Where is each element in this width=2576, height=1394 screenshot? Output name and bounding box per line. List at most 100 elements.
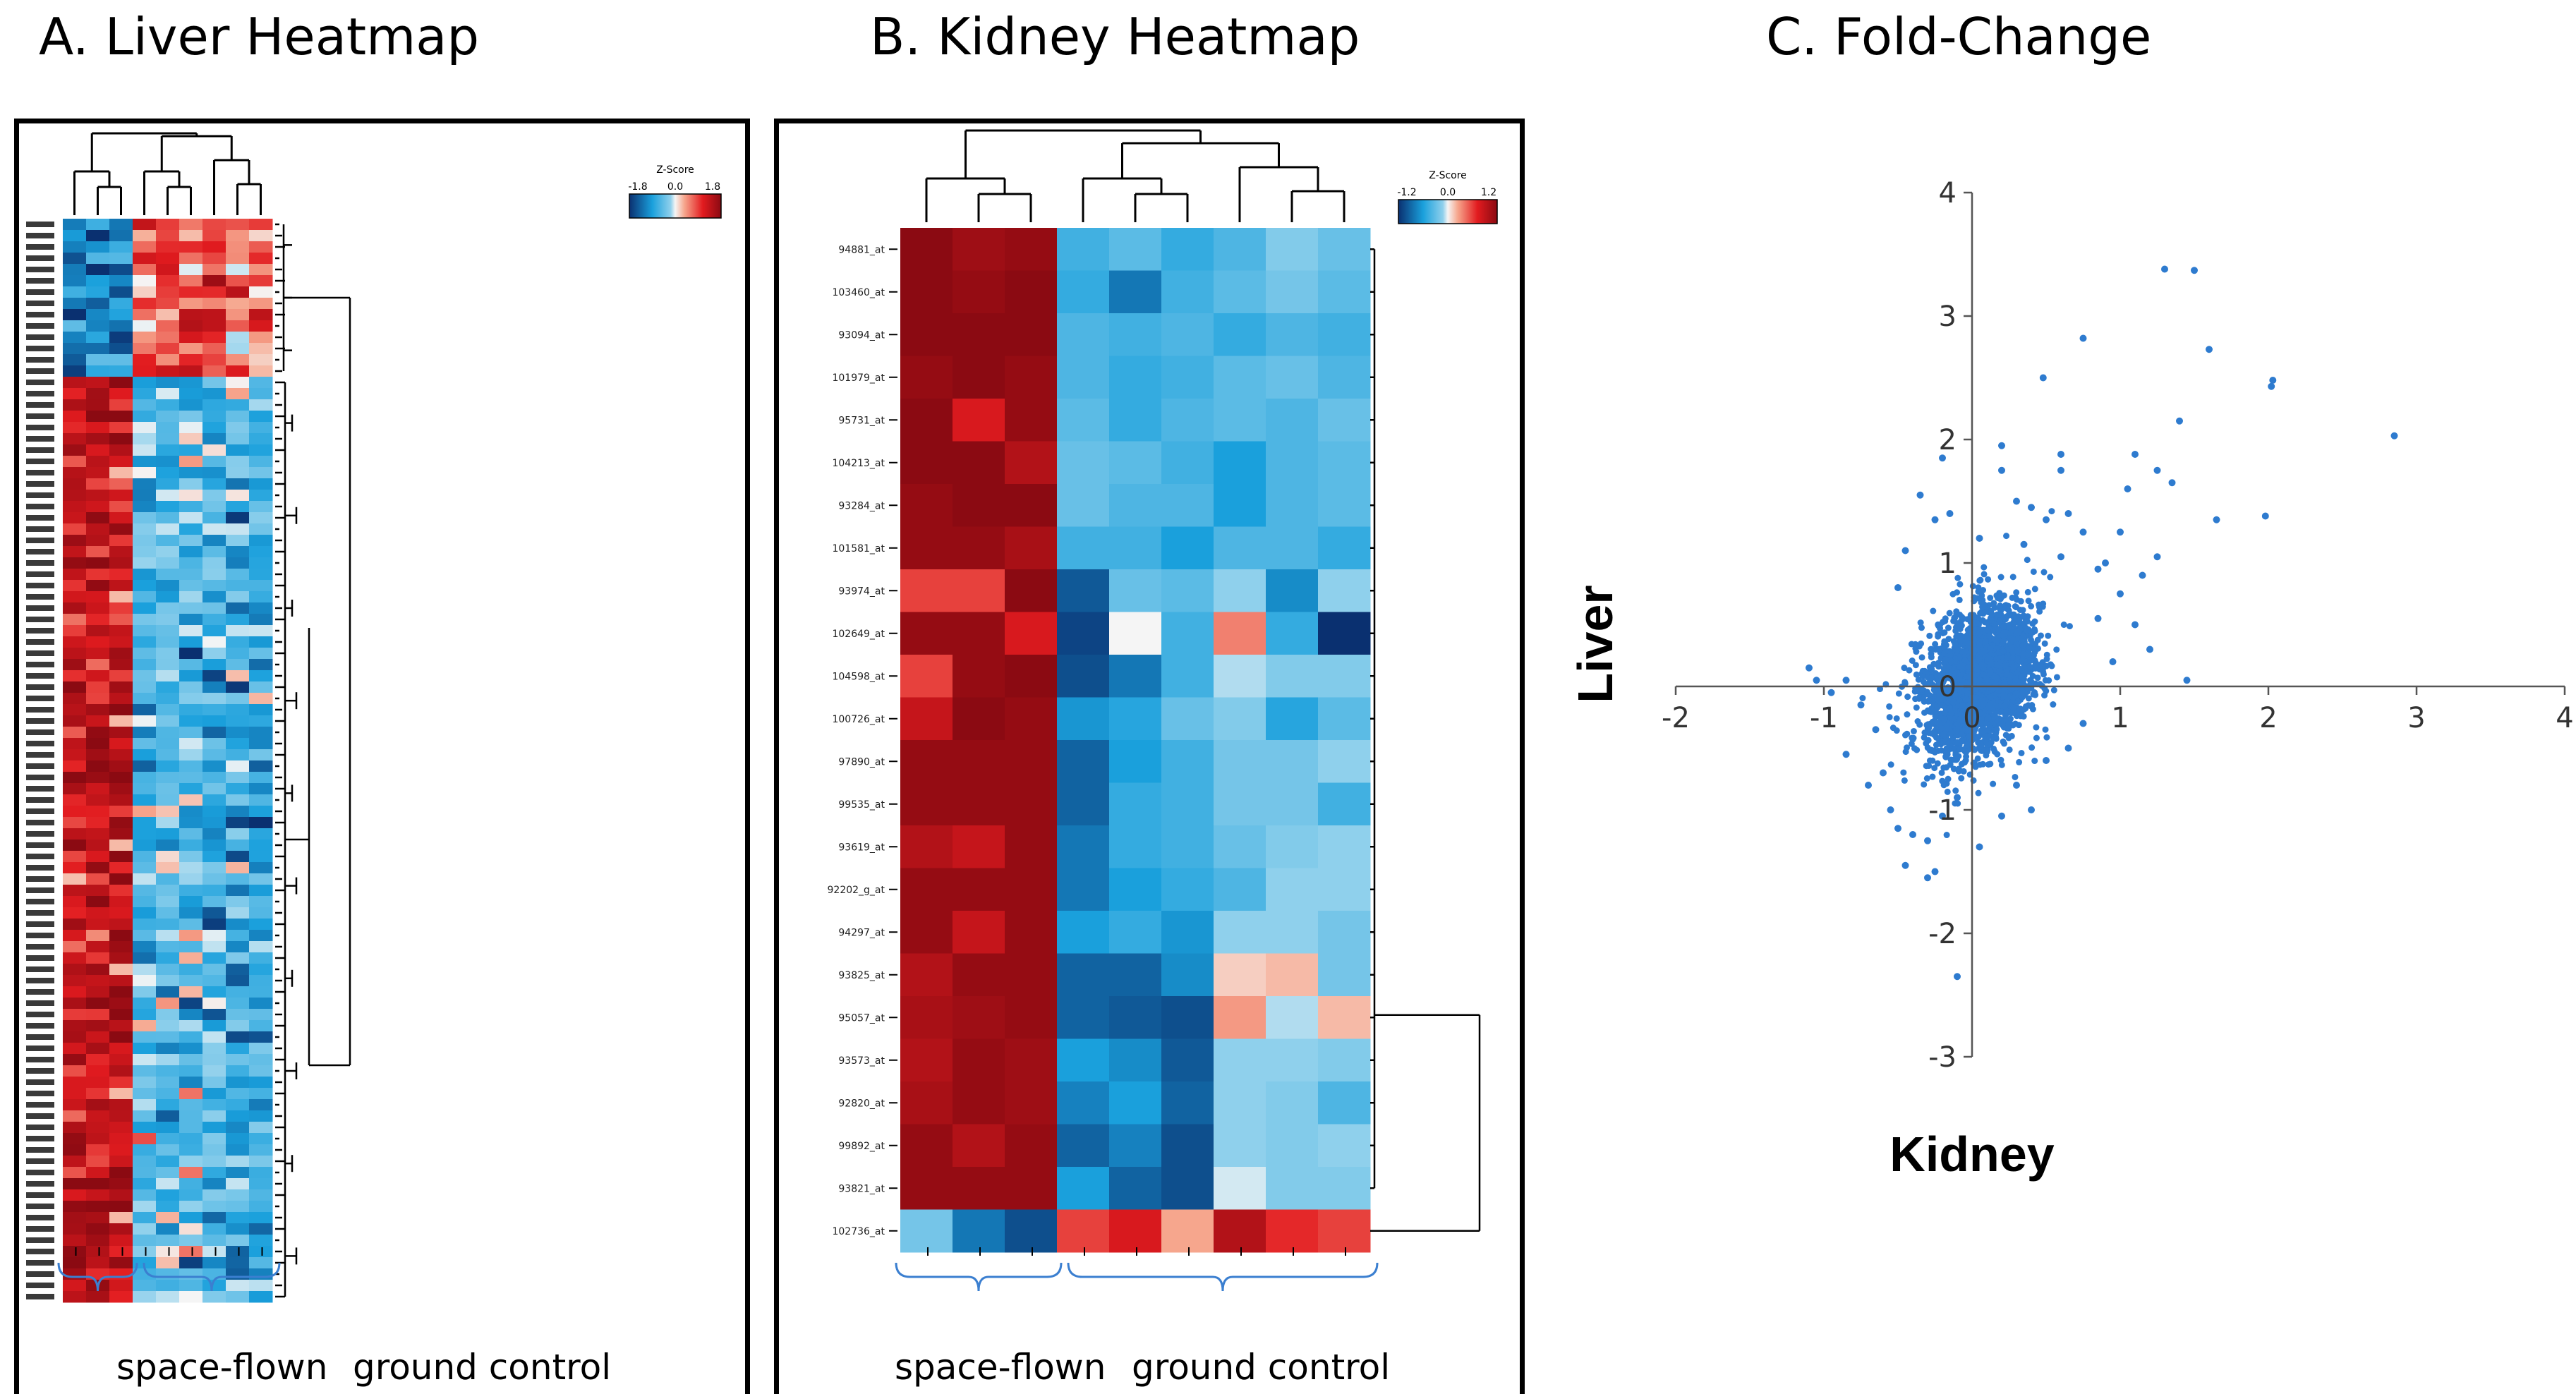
row-label-mark — [26, 662, 54, 667]
heatmap-cell — [202, 230, 226, 242]
heatmap-cell — [1005, 868, 1058, 911]
heatmap-cell — [249, 693, 273, 705]
scatter-point — [1893, 727, 1900, 734]
heatmap-cell — [133, 670, 157, 682]
row-label-mark — [26, 854, 54, 859]
heatmap-cell — [179, 1167, 203, 1179]
heatmap-cell — [133, 896, 157, 908]
heatmap-cell — [133, 1031, 157, 1043]
heatmap-cell — [133, 309, 157, 321]
heatmap-cell — [133, 523, 157, 535]
row-label-mark — [26, 1204, 54, 1209]
heatmap-cell — [953, 868, 1005, 911]
heatmap-cell — [1318, 782, 1371, 826]
heatmap-cell — [109, 1268, 133, 1280]
scatter-point — [1976, 677, 1983, 684]
heatmap-cell — [226, 975, 250, 987]
heatmap-cell — [249, 411, 273, 423]
heatmap-cell — [156, 817, 180, 829]
heatmap-cell — [179, 964, 203, 976]
heatmap-cell — [109, 783, 133, 795]
heatmap-cell — [1161, 228, 1214, 271]
x-tick-label: -1 — [1810, 702, 1838, 734]
row-label-mark — [26, 538, 54, 543]
heatmap-cell — [226, 286, 250, 298]
heatmap-cell — [156, 693, 180, 705]
heatmap-cell — [179, 1144, 203, 1156]
heatmap-cell — [1161, 526, 1214, 570]
heatmap-cell — [179, 1189, 203, 1201]
scatter-point — [1985, 761, 1992, 768]
heatmap-cell — [156, 298, 180, 310]
heatmap-cell — [202, 253, 226, 265]
heatmap-cell — [249, 704, 273, 716]
scatter-point — [1967, 619, 1974, 626]
scatter-point — [1902, 748, 1909, 756]
heatmap-cell — [109, 230, 133, 242]
heatmap-cell — [226, 298, 250, 310]
heatmap-cell — [109, 253, 133, 265]
heatmap-cell — [179, 467, 203, 479]
scatter-point — [1928, 748, 1935, 755]
heatmap-cell — [249, 444, 273, 456]
row-probe-label: 103460_at — [832, 287, 885, 298]
heatmap-cell — [63, 320, 87, 332]
heatmap-cell — [109, 467, 133, 479]
heatmap-cell — [226, 1235, 250, 1247]
heatmap-cell — [63, 433, 87, 445]
heatmap-cell — [109, 772, 133, 784]
heatmap-cell — [900, 782, 953, 826]
y-tick-label: 2 — [1939, 424, 1957, 456]
heatmap-cell — [1109, 1167, 1162, 1210]
heatmap-cell — [86, 614, 110, 626]
heatmap-cell — [86, 986, 110, 998]
scatter-point — [1991, 604, 1998, 611]
row-probe-label: 94881_at — [838, 244, 885, 255]
heatmap-cell — [63, 444, 87, 456]
scatter-point — [1990, 745, 1997, 752]
heatmap-cell — [179, 975, 203, 987]
row-probe-label: 100726_at — [832, 714, 885, 725]
heatmap-cell — [226, 873, 250, 885]
heatmap-cell — [179, 817, 203, 829]
heatmap-cell — [109, 332, 133, 344]
heatmap-cell — [86, 1178, 110, 1190]
heatmap-cell — [249, 681, 273, 693]
y-tick-label: 0 — [1939, 671, 1957, 703]
heatmap-cell — [179, 535, 203, 547]
heatmap-cell — [1214, 612, 1266, 655]
row-label-mark — [26, 639, 54, 645]
heatmap-cell — [63, 365, 87, 377]
row-probe-label: 93825_at — [838, 970, 885, 981]
scatter-point — [2030, 568, 2037, 575]
scatter-point — [1952, 641, 1959, 648]
heatmap-cell — [202, 377, 226, 389]
heatmap-cell — [109, 490, 133, 502]
heatmap-cell — [133, 749, 157, 761]
heatmap-cell — [1318, 1167, 1371, 1210]
scatter-point — [2191, 267, 2198, 274]
heatmap-cell — [109, 952, 133, 964]
heatmap-cell — [109, 806, 133, 818]
scatter-point — [1913, 704, 1920, 711]
scatter-point — [2036, 608, 2043, 615]
liver-zscore-legend: Z-Score-1.8 0.0 1.8 — [628, 164, 722, 219]
scatter-point — [1984, 746, 1991, 753]
scatter-point — [2050, 686, 2057, 693]
heatmap-cell — [226, 840, 250, 851]
scatter-point — [1911, 745, 1918, 752]
heatmap-cell — [226, 919, 250, 931]
scatter-point — [2015, 648, 2022, 655]
scatter-point — [1952, 680, 1959, 687]
heatmap-cell — [226, 1110, 250, 1122]
heatmap-cell — [1109, 399, 1162, 442]
heatmap-cell — [226, 998, 250, 1010]
heatmap-cell — [86, 1246, 110, 1258]
heatmap-cell — [202, 930, 226, 942]
heatmap-cell — [86, 1201, 110, 1213]
heatmap-cell — [86, 1043, 110, 1055]
heatmap-cell — [1109, 740, 1162, 783]
heatmap-cell — [249, 1020, 273, 1032]
scatter-point — [2045, 632, 2052, 639]
heatmap-cell — [249, 467, 273, 479]
